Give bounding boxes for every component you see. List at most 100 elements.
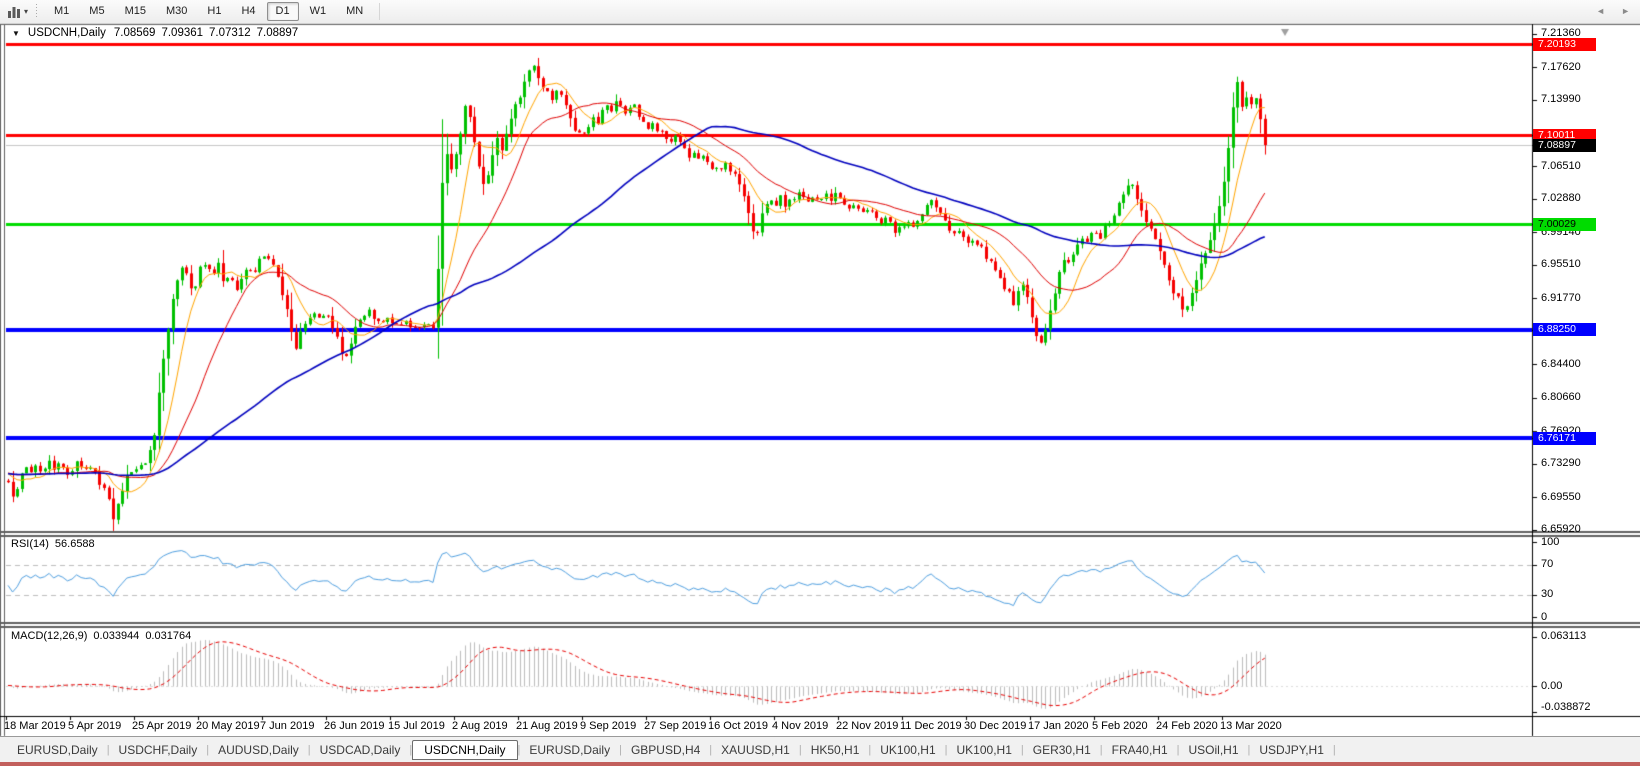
chart-tab-gbpusd-h4[interactable]: GBPUSD,H4 <box>630 742 701 757</box>
price-tick-label: 6.69550 <box>1541 490 1581 503</box>
price-tick-label: 7.13990 <box>1541 93 1581 106</box>
date-label: 25 Apr 2019 <box>132 720 192 732</box>
price-level-badge: 7.10011 <box>1533 128 1596 142</box>
chart-tab-fra40-h1[interactable]: FRA40,H1 <box>1111 742 1168 757</box>
high-value: 7.09361 <box>161 27 204 39</box>
tab-separator: | <box>944 743 948 756</box>
tab-separator: | <box>409 743 413 756</box>
date-label: 30 Dec 2019 <box>964 720 1027 732</box>
date-label: 2 Aug 2019 <box>452 720 508 732</box>
date-label: 9 Sep 2019 <box>580 720 637 732</box>
tab-scroll-right-icon[interactable]: ► <box>1621 6 1630 16</box>
tab-separator: | <box>798 743 802 756</box>
tab-separator: | <box>1099 743 1103 756</box>
rsi-name: RSI(14) <box>11 538 49 550</box>
chart-tab-usdjpy-h1[interactable]: USDJPY,H1 <box>1259 742 1324 757</box>
tab-separator: | <box>206 743 210 756</box>
chart-tab-uk100-h1[interactable]: UK100,H1 <box>956 742 1012 757</box>
date-label: 17 Jan 2020 <box>1028 720 1089 732</box>
price-tick-label: 6.65920 <box>1541 523 1581 536</box>
chart-tab-hk50-h1[interactable]: HK50,H1 <box>810 742 860 757</box>
tab-separator: | <box>106 743 110 756</box>
taskbar-strip <box>0 762 1640 766</box>
price-tick-label: 7.21360 <box>1541 27 1581 40</box>
tab-separator: | <box>1332 743 1336 756</box>
toolbar-grip[interactable] <box>36 4 38 19</box>
price-tick-label: 7.06510 <box>1541 159 1581 172</box>
date-label: 24 Feb 2020 <box>1156 720 1218 732</box>
date-label: 7 Jun 2019 <box>260 720 315 732</box>
chart-tab-xauusd-h1[interactable]: XAUUSD,H1 <box>721 742 790 757</box>
date-label: 5 Apr 2019 <box>68 720 122 732</box>
price-tick-label: 7.02880 <box>1541 192 1581 205</box>
chart-tab-eurusd-daily[interactable]: EURUSD,Daily <box>529 742 611 757</box>
tab-separator: | <box>517 743 521 756</box>
tab-scroll-left-icon[interactable]: ◄ <box>1596 6 1606 16</box>
date-label: 27 Sep 2019 <box>644 720 707 732</box>
chart-tab-eurusd-daily[interactable]: EURUSD,Daily <box>17 742 98 757</box>
price-level-badge: 7.08897 <box>1533 138 1596 152</box>
bar-chart-icon <box>8 6 20 18</box>
date-label: 15 Jul 2019 <box>388 720 445 732</box>
timeframe-buttons: M1 M5 M15 M30 H1 H4 D1 W1 MN <box>44 2 373 21</box>
price-tick-label: 6.91770 <box>1541 291 1581 304</box>
tab-separator: | <box>1020 743 1024 756</box>
price-level-badge: 7.20193 <box>1533 37 1596 51</box>
timeframe-button-m1[interactable]: M1 <box>54 5 70 17</box>
date-label: 16 Oct 2019 <box>708 720 768 732</box>
chevron-down-icon: ▾ <box>24 7 29 16</box>
price-tick-label: 7.17620 <box>1541 60 1581 73</box>
close-value: 7.08897 <box>256 27 299 39</box>
chart-symbol-period: USDCNH,Daily <box>27 27 106 39</box>
tab-separator: | <box>868 743 872 756</box>
rsi-scale-label: 70 <box>1541 558 1554 570</box>
date-label: 20 May 2019 <box>196 720 260 732</box>
price-level-badge: 7.00029 <box>1533 217 1596 231</box>
macd-signal-value: 0.031764 <box>145 630 192 642</box>
timeframe-button-h1[interactable]: H1 <box>207 5 222 17</box>
open-value: 7.08569 <box>113 27 156 39</box>
chart-tab-bar: EURUSD,Daily | USDCHF,Daily | AUDUSD,Daily | U… <box>0 736 1640 762</box>
macd-scale-label: -0.038872 <box>1541 700 1591 713</box>
chart-tab-uk100-h1[interactable]: UK100,H1 <box>880 742 936 757</box>
date-label: 11 Dec 2019 <box>900 720 962 732</box>
timeframe-button-m15[interactable]: M15 <box>124 5 146 17</box>
rsi-scale-label: 100 <box>1541 535 1560 548</box>
chart-tab-usdcad-daily[interactable]: USDCAD,Daily <box>319 742 401 757</box>
price-tick-label: 6.80660 <box>1541 391 1581 404</box>
price-tick-label: 6.84400 <box>1541 357 1581 370</box>
timeframe-button-m5[interactable]: M5 <box>89 5 105 17</box>
date-label: 18 Mar 2019 <box>4 720 66 732</box>
timeframe-toolbar: ▾ M1 M5 M15 M30 H1 H4 D1 W1 MN <box>0 0 1640 24</box>
timeframe-button-h4[interactable]: H4 <box>241 5 256 17</box>
tab-scroll-arrows: ◄ ► <box>1596 6 1630 16</box>
date-label: 4 Nov 2019 <box>772 720 829 732</box>
chart-tab-usoil-h1[interactable]: USOil,H1 <box>1188 742 1239 757</box>
macd-name: MACD(12,26,9) <box>11 630 88 642</box>
date-label: 21 Aug 2019 <box>516 720 578 732</box>
chart-tab-audusd-daily[interactable]: AUDUSD,Daily <box>218 742 299 757</box>
chart-tab-ger30-h1[interactable]: GER30,H1 <box>1032 742 1091 757</box>
rsi-scale-label: 0 <box>1541 610 1548 623</box>
timeframe-button-mn[interactable]: MN <box>346 5 364 17</box>
tab-separator: | <box>307 743 311 756</box>
macd-scale-label: 0.00 <box>1541 679 1563 692</box>
price-level-badge: 6.76171 <box>1533 431 1596 445</box>
chart-tab-usdchf-daily[interactable]: USDCHF,Daily <box>118 742 198 757</box>
ohlc-values: 7.08569 7.09361 7.07312 7.08897 <box>114 27 298 39</box>
chart-tab-usdcnh-daily[interactable]: USDCNH,Daily <box>412 739 518 760</box>
price-tick-label: 6.73290 <box>1541 457 1581 470</box>
chart-periods-icon[interactable]: ▾ <box>3 4 31 20</box>
date-label: 22 Nov 2019 <box>836 720 899 732</box>
price-level-badge: 6.88250 <box>1533 323 1596 337</box>
timeframe-button-m30[interactable]: M30 <box>165 5 188 17</box>
date-label: 5 Feb 2020 <box>1092 720 1148 732</box>
macd-scale-label: 0.063113 <box>1541 630 1587 643</box>
macd-main-value: 0.033944 <box>93 630 140 642</box>
tab-separator: | <box>1247 743 1251 756</box>
rsi-scale-label: 30 <box>1541 588 1554 600</box>
chart-dropdown-icon[interactable]: ▼ <box>12 28 20 38</box>
timeframe-button-d1[interactable]: D1 <box>266 2 299 21</box>
timeframe-button-w1[interactable]: W1 <box>309 5 327 17</box>
